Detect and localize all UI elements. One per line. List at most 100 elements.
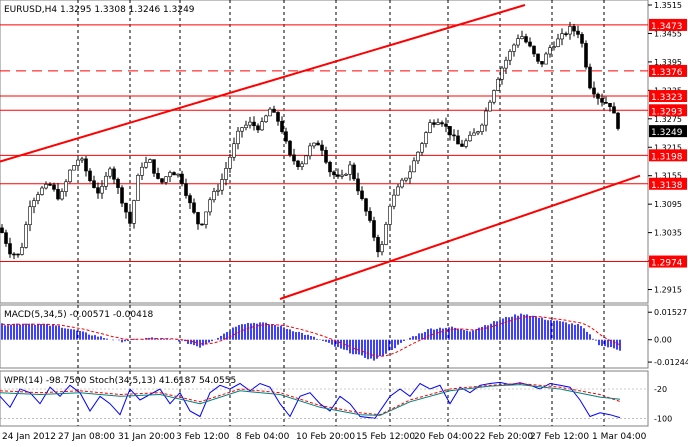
candle-body	[324, 150, 328, 163]
candle-body	[136, 175, 140, 201]
candle-body	[348, 164, 352, 175]
price-axis-label: 1.3155	[654, 172, 682, 181]
candle-body	[404, 177, 408, 181]
candle-body	[400, 179, 404, 188]
level-label-box	[649, 90, 687, 103]
candle-body	[504, 59, 508, 69]
candle-body	[4, 232, 8, 244]
candle-body	[96, 187, 100, 194]
candle-body	[280, 121, 284, 133]
candle-body	[616, 112, 620, 129]
candle-body	[108, 168, 112, 177]
level-label-box	[649, 149, 687, 162]
time-axis-label: 20 Feb 04:00	[414, 432, 473, 442]
candle-body	[500, 67, 504, 80]
trend-channel	[0, 4, 641, 300]
candle-body	[92, 180, 96, 188]
candle-body	[336, 174, 340, 177]
candle-body	[424, 132, 428, 144]
candle-body	[76, 159, 80, 166]
time-axis-label: 27 Feb 12:00	[530, 432, 589, 442]
time-axis-label: 15 Feb 12:00	[356, 432, 415, 442]
candle-body	[128, 211, 132, 224]
price-panel-frame	[0, 0, 649, 304]
level-label-box	[649, 64, 687, 77]
candle-body	[192, 202, 196, 213]
candle-body	[316, 142, 320, 146]
level-labels: 1.3473 1.3376 1.3323 1.3293 1.3198 1.3138 1.29…	[649, 18, 687, 269]
vertical-gridlines	[77, 0, 605, 426]
time-axis-label: 3 Feb 12:00	[176, 432, 230, 442]
candle-body	[584, 43, 588, 68]
candle-body	[356, 178, 360, 192]
candle-body	[368, 210, 372, 221]
candle-body	[496, 78, 500, 91]
candle-body	[264, 115, 268, 123]
time-axis-label: 27 Jan 08:00	[58, 432, 115, 442]
candle-body	[308, 145, 312, 157]
candle-body	[560, 33, 564, 40]
candle-body	[236, 130, 240, 145]
macd-axis-label: 0.01527	[654, 308, 687, 317]
candle-body	[100, 186, 104, 194]
candle-body	[88, 170, 92, 182]
candle-body	[116, 178, 120, 188]
current-price-box	[649, 125, 687, 138]
candle-body	[12, 253, 16, 256]
candle-body	[164, 176, 168, 183]
candle-body	[200, 223, 204, 226]
candle-body	[372, 220, 376, 238]
candle-body	[60, 191, 64, 200]
candle-body	[508, 51, 512, 61]
candle-body	[220, 179, 224, 191]
macd-indicator: 0.01527 0.00 -0.01244	[1, 308, 688, 367]
time-axis-label: 31 Jan 20:00	[118, 432, 175, 442]
candle-body	[564, 33, 568, 35]
candle-body	[172, 172, 176, 176]
candle-body	[452, 134, 456, 137]
candle-body	[144, 162, 148, 168]
candle-body	[268, 108, 272, 117]
candle-body	[132, 200, 136, 224]
candle-body	[568, 26, 572, 35]
candle-body	[604, 101, 608, 104]
price-axis-label: 1.3095	[654, 200, 682, 209]
candle-body	[240, 127, 244, 132]
candle-body	[184, 183, 188, 196]
candle-body	[140, 166, 144, 176]
candle-body	[156, 173, 160, 179]
candle-body	[180, 173, 184, 184]
trend-channel-lower	[279, 174, 641, 300]
candle-body	[412, 160, 416, 173]
candle-body	[248, 121, 252, 126]
candle-body	[176, 173, 180, 176]
candle-body	[532, 45, 536, 55]
candle-body	[168, 172, 172, 178]
current-price-label: 1.3249	[651, 128, 683, 138]
candle-body	[480, 124, 484, 132]
candle-body	[272, 108, 276, 113]
candle-body	[160, 178, 164, 183]
level-label-text: 1.3138	[651, 181, 683, 191]
candle-body	[0, 227, 4, 233]
candle-body	[448, 126, 452, 136]
candle-body	[312, 142, 316, 147]
candle-body	[8, 243, 12, 255]
price-axis-label: 1.2915	[654, 286, 682, 295]
candle-body	[292, 154, 296, 162]
candle-body	[580, 34, 584, 44]
candle-body	[468, 134, 472, 142]
candle-body	[72, 165, 76, 171]
oscillator-panel-frame	[0, 370, 649, 427]
horizontal-levels	[0, 24, 648, 263]
candle-body	[288, 140, 292, 156]
candle-body	[456, 135, 460, 145]
level-label-text: 1.2974	[651, 259, 683, 269]
oscillator-title: WPR(14) -98.7500 Stoch(34,5,13) 41.6187 …	[4, 376, 236, 386]
candle-body	[228, 156, 232, 169]
candle-body	[388, 205, 392, 225]
candle-body	[524, 36, 528, 43]
level-label-box	[649, 177, 687, 190]
price-axis-label: 1.3455	[654, 29, 682, 38]
time-axis-label: 8 Feb 04:00	[236, 432, 290, 442]
